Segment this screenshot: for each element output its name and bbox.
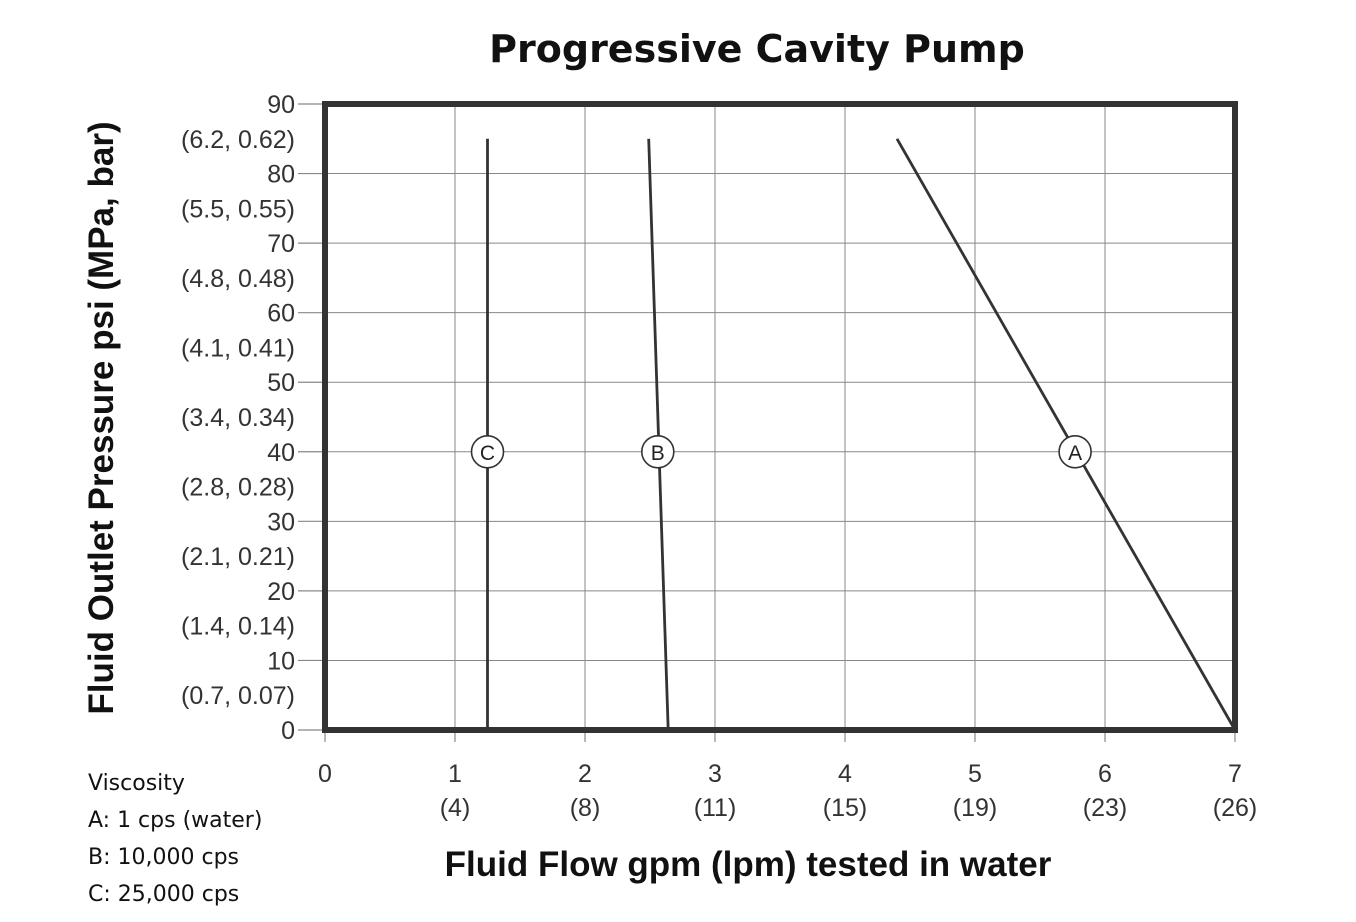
grid: [324, 103, 1236, 731]
y-tick-label: 90: [267, 91, 295, 119]
y-tick-label: (6.2, 0.62): [181, 126, 295, 154]
y-tick-label: 50: [267, 369, 295, 397]
y-axis-label: Fluid Outlet Pressure psi (MPa, bar): [82, 121, 121, 714]
y-tick-label: 30: [267, 508, 295, 536]
y-tick-label: 20: [267, 578, 295, 606]
x-tick-sublabel: (19): [953, 794, 997, 822]
series-markers: A B C: [470, 434, 1092, 469]
y-tick-label: (4.8, 0.48): [181, 265, 295, 293]
legend-item: A: 1 cps (water): [88, 808, 262, 833]
y-tick-label: (2.1, 0.21): [181, 543, 295, 571]
legend-item: C: 25,000 cps: [88, 882, 239, 907]
legend-title: Viscosity: [88, 771, 185, 796]
x-tick-label: 4: [838, 760, 852, 788]
x-tick-label: 2: [578, 760, 592, 788]
y-tick-label: (3.4, 0.34): [181, 404, 295, 432]
x-tick-sublabel: (11): [694, 794, 737, 822]
x-tick-label: 1: [448, 760, 462, 788]
series-marker-label-c: C: [480, 442, 495, 465]
y-tick-label: (1.4, 0.14): [181, 613, 295, 641]
legend: Viscosity A: 1 cps (water) B: 10,000 cps C:…: [88, 771, 262, 907]
series-line-b: [647, 138, 670, 731]
y-tick-label: (5.5, 0.55): [181, 195, 295, 223]
y-tick-label: 70: [267, 230, 295, 258]
x-tick-sublabel: (26): [1213, 794, 1257, 822]
x-tick-label: 5: [968, 760, 982, 788]
y-tick-label: (2.8, 0.28): [181, 474, 295, 502]
plot-frame: [322, 101, 1238, 733]
series-line-a: [895, 138, 1237, 731]
x-tick-label: 6: [1098, 760, 1112, 788]
y-tick-label: (0.7, 0.07): [181, 682, 295, 710]
series-marker-b: [640, 434, 675, 469]
x-tick-sublabel: (4): [440, 794, 471, 822]
y-tick-label: 80: [267, 161, 295, 189]
y-tick-label: (4.1, 0.41): [181, 334, 295, 362]
series-marker-label-b: B: [651, 442, 665, 465]
x-tick-sublabel: (23): [1083, 794, 1127, 822]
x-tick-label: 0: [318, 760, 332, 788]
x-tick-sublabel: (8): [570, 794, 601, 822]
x-axis-label: Fluid Flow gpm (lpm) tested in water: [445, 845, 1052, 884]
series-lines: [486, 138, 1237, 731]
x-tick-label: 7: [1228, 760, 1242, 788]
chart-title: Progressive Cavity Pump: [489, 27, 1025, 71]
series-marker-label-a: A: [1068, 442, 1082, 465]
x-tick-label: 3: [708, 760, 722, 788]
y-tick-label: 60: [267, 300, 295, 328]
y-tick-label: 10: [267, 647, 295, 675]
axis-ticks: 0(0.7, 0.07)10(1.4, 0.14)20(2.1, 0.21)30…: [181, 91, 1257, 822]
series-marker-c: [470, 434, 505, 469]
x-tick-sublabel: (15): [823, 794, 867, 822]
series-marker-a: [1058, 434, 1092, 469]
legend-item: B: 10,000 cps: [88, 845, 239, 870]
y-tick-label: 0: [281, 717, 295, 745]
y-tick-label: 40: [267, 439, 295, 467]
